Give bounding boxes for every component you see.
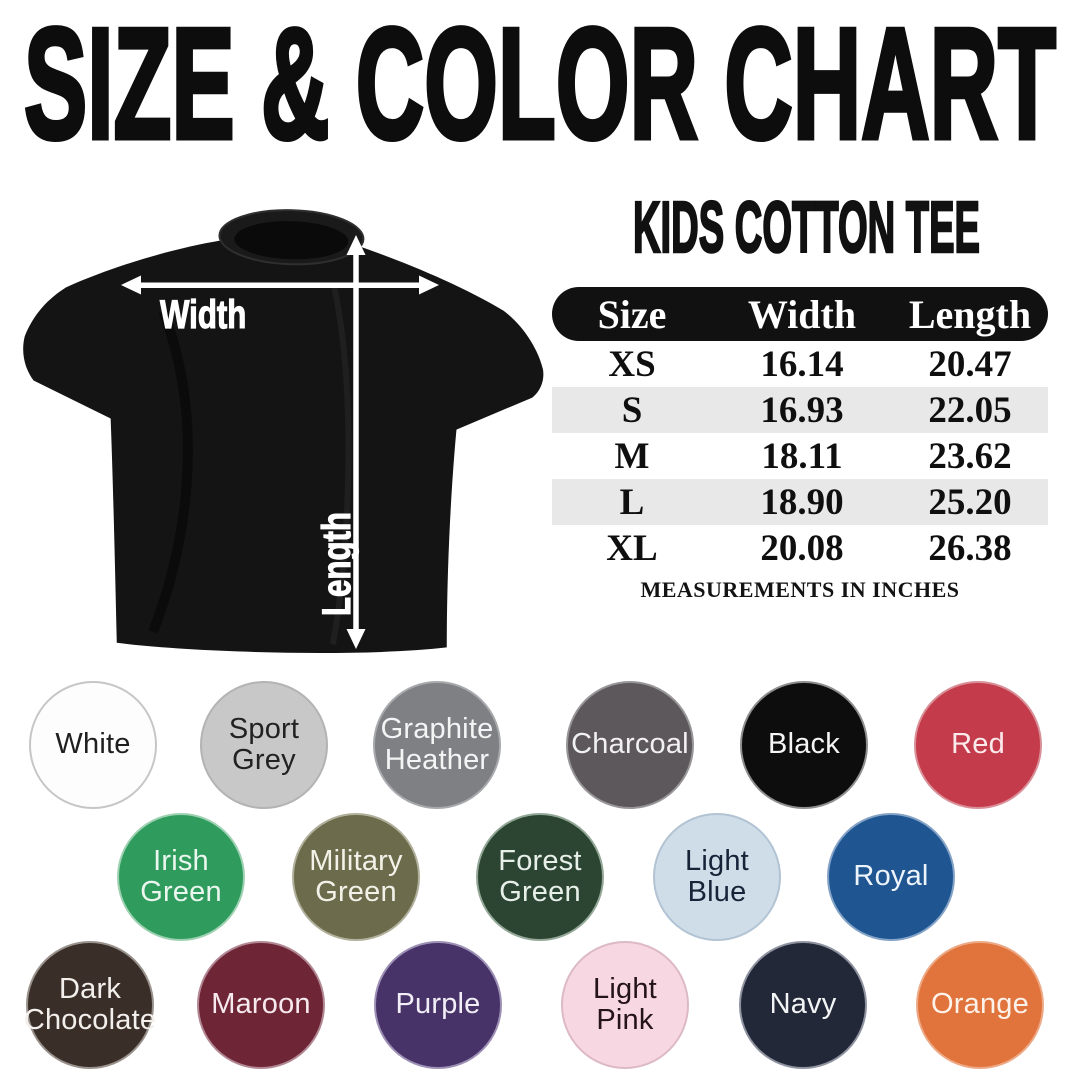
color-swatch-forest-green: Forest Green bbox=[476, 813, 604, 941]
tshirt-wrinkle-shadow bbox=[148, 310, 193, 634]
page-title-text: SIZE & COLOR CHART bbox=[24, 0, 1056, 165]
tshirt-collar-inner bbox=[234, 221, 349, 260]
tshirt-wrinkle-highlight bbox=[329, 285, 352, 645]
size-table-header: Size Width Length bbox=[552, 287, 1048, 341]
length-value: 23.62 bbox=[928, 435, 1012, 477]
color-swatch-maroon: Maroon bbox=[197, 941, 325, 1069]
color-swatch-label: Military Green bbox=[309, 844, 403, 908]
size-table: XS 16.14 20.47 S 16.93 22.05 M 18.11 23.… bbox=[552, 341, 1048, 571]
size-value: L bbox=[619, 481, 645, 523]
color-swatch-label: Maroon bbox=[211, 988, 311, 1021]
color-swatch-label: Navy bbox=[769, 988, 837, 1021]
color-swatch-purple: Purple bbox=[374, 941, 502, 1069]
tshirt-diagram: Width Length bbox=[23, 209, 544, 653]
width-value: 20.08 bbox=[760, 527, 844, 569]
page-title: SIZE & COLOR CHART bbox=[22, 0, 1059, 165]
color-swatch-label: Dark Chocolate bbox=[23, 972, 157, 1036]
width-value: 18.90 bbox=[760, 481, 844, 523]
color-swatch-graphite-heather: Graphite Heather bbox=[373, 681, 501, 809]
color-swatch-irish-green: Irish Green bbox=[117, 813, 245, 941]
width-value: 16.93 bbox=[760, 389, 844, 431]
tshirt-graphic bbox=[23, 209, 544, 653]
color-swatch-label: Light Blue bbox=[685, 844, 749, 908]
size-value: S bbox=[621, 389, 643, 431]
product-name: KIDS COTTON TEE bbox=[632, 187, 982, 266]
width-arrow bbox=[121, 275, 439, 295]
color-swatch-label: Sport Grey bbox=[228, 712, 300, 776]
color-swatch-light-blue: Light Blue bbox=[653, 813, 781, 941]
color-swatch-label: Red bbox=[951, 728, 1005, 761]
color-swatch-military-green: Military Green bbox=[292, 813, 420, 941]
length-value: 25.20 bbox=[928, 481, 1012, 523]
length-value: 26.38 bbox=[928, 527, 1012, 569]
color-swatch-dark-chocolate: Dark Chocolate bbox=[23, 941, 157, 1069]
color-swatch-red: Red bbox=[914, 681, 1042, 809]
table-row-s: S 16.93 22.05 bbox=[552, 387, 1048, 433]
header-width: Width bbox=[747, 291, 857, 337]
header-length: Length bbox=[908, 291, 1032, 337]
color-swatch-orange: Orange bbox=[916, 941, 1044, 1069]
color-swatch-navy: Navy bbox=[739, 941, 867, 1069]
color-swatch-label: Forest Green bbox=[498, 844, 582, 908]
length-value: 20.47 bbox=[928, 343, 1012, 385]
color-swatch-black: Black bbox=[740, 681, 868, 809]
color-swatch-label: Irish Green bbox=[140, 844, 222, 908]
length-label: Length bbox=[314, 512, 359, 616]
color-swatch-royal: Royal bbox=[827, 813, 955, 941]
color-swatch-label: Purple bbox=[395, 988, 481, 1021]
tshirt-body bbox=[23, 230, 544, 653]
width-label: Width bbox=[160, 292, 246, 337]
color-swatch-sport-grey: Sport Grey bbox=[200, 681, 328, 809]
table-row-xl: XL 20.08 26.38 bbox=[552, 525, 1048, 571]
color-swatch-label: Graphite Heather bbox=[380, 712, 494, 776]
color-swatch-label: Charcoal bbox=[571, 728, 689, 761]
color-swatch-white: White bbox=[29, 681, 157, 809]
length-value: 22.05 bbox=[928, 389, 1012, 431]
color-swatch-charcoal: Charcoal bbox=[566, 681, 694, 809]
width-value: 16.14 bbox=[760, 343, 844, 385]
length-arrow bbox=[346, 235, 366, 649]
color-swatch-label: Black bbox=[768, 728, 840, 761]
table-row-l: L 18.90 25.20 bbox=[552, 479, 1048, 525]
size-value: M bbox=[614, 435, 650, 477]
color-swatch-label: Light Pink bbox=[593, 972, 657, 1036]
size-table-footnote: MEASUREMENTS IN INCHES bbox=[640, 577, 960, 602]
width-value: 18.11 bbox=[761, 435, 843, 477]
color-swatch-label: White bbox=[55, 728, 131, 761]
header-size: Size bbox=[597, 291, 667, 337]
color-swatch-light-pink: Light Pink bbox=[561, 941, 689, 1069]
color-swatch-label: Royal bbox=[853, 860, 929, 893]
size-value: XS bbox=[608, 343, 656, 385]
table-row-m: M 18.11 23.62 bbox=[552, 433, 1048, 479]
color-swatch-label: Orange bbox=[931, 988, 1029, 1021]
product-name-text: KIDS COTTON TEE bbox=[633, 188, 980, 266]
table-row-xs: XS 16.14 20.47 bbox=[552, 341, 1048, 387]
size-value: XL bbox=[606, 527, 658, 569]
